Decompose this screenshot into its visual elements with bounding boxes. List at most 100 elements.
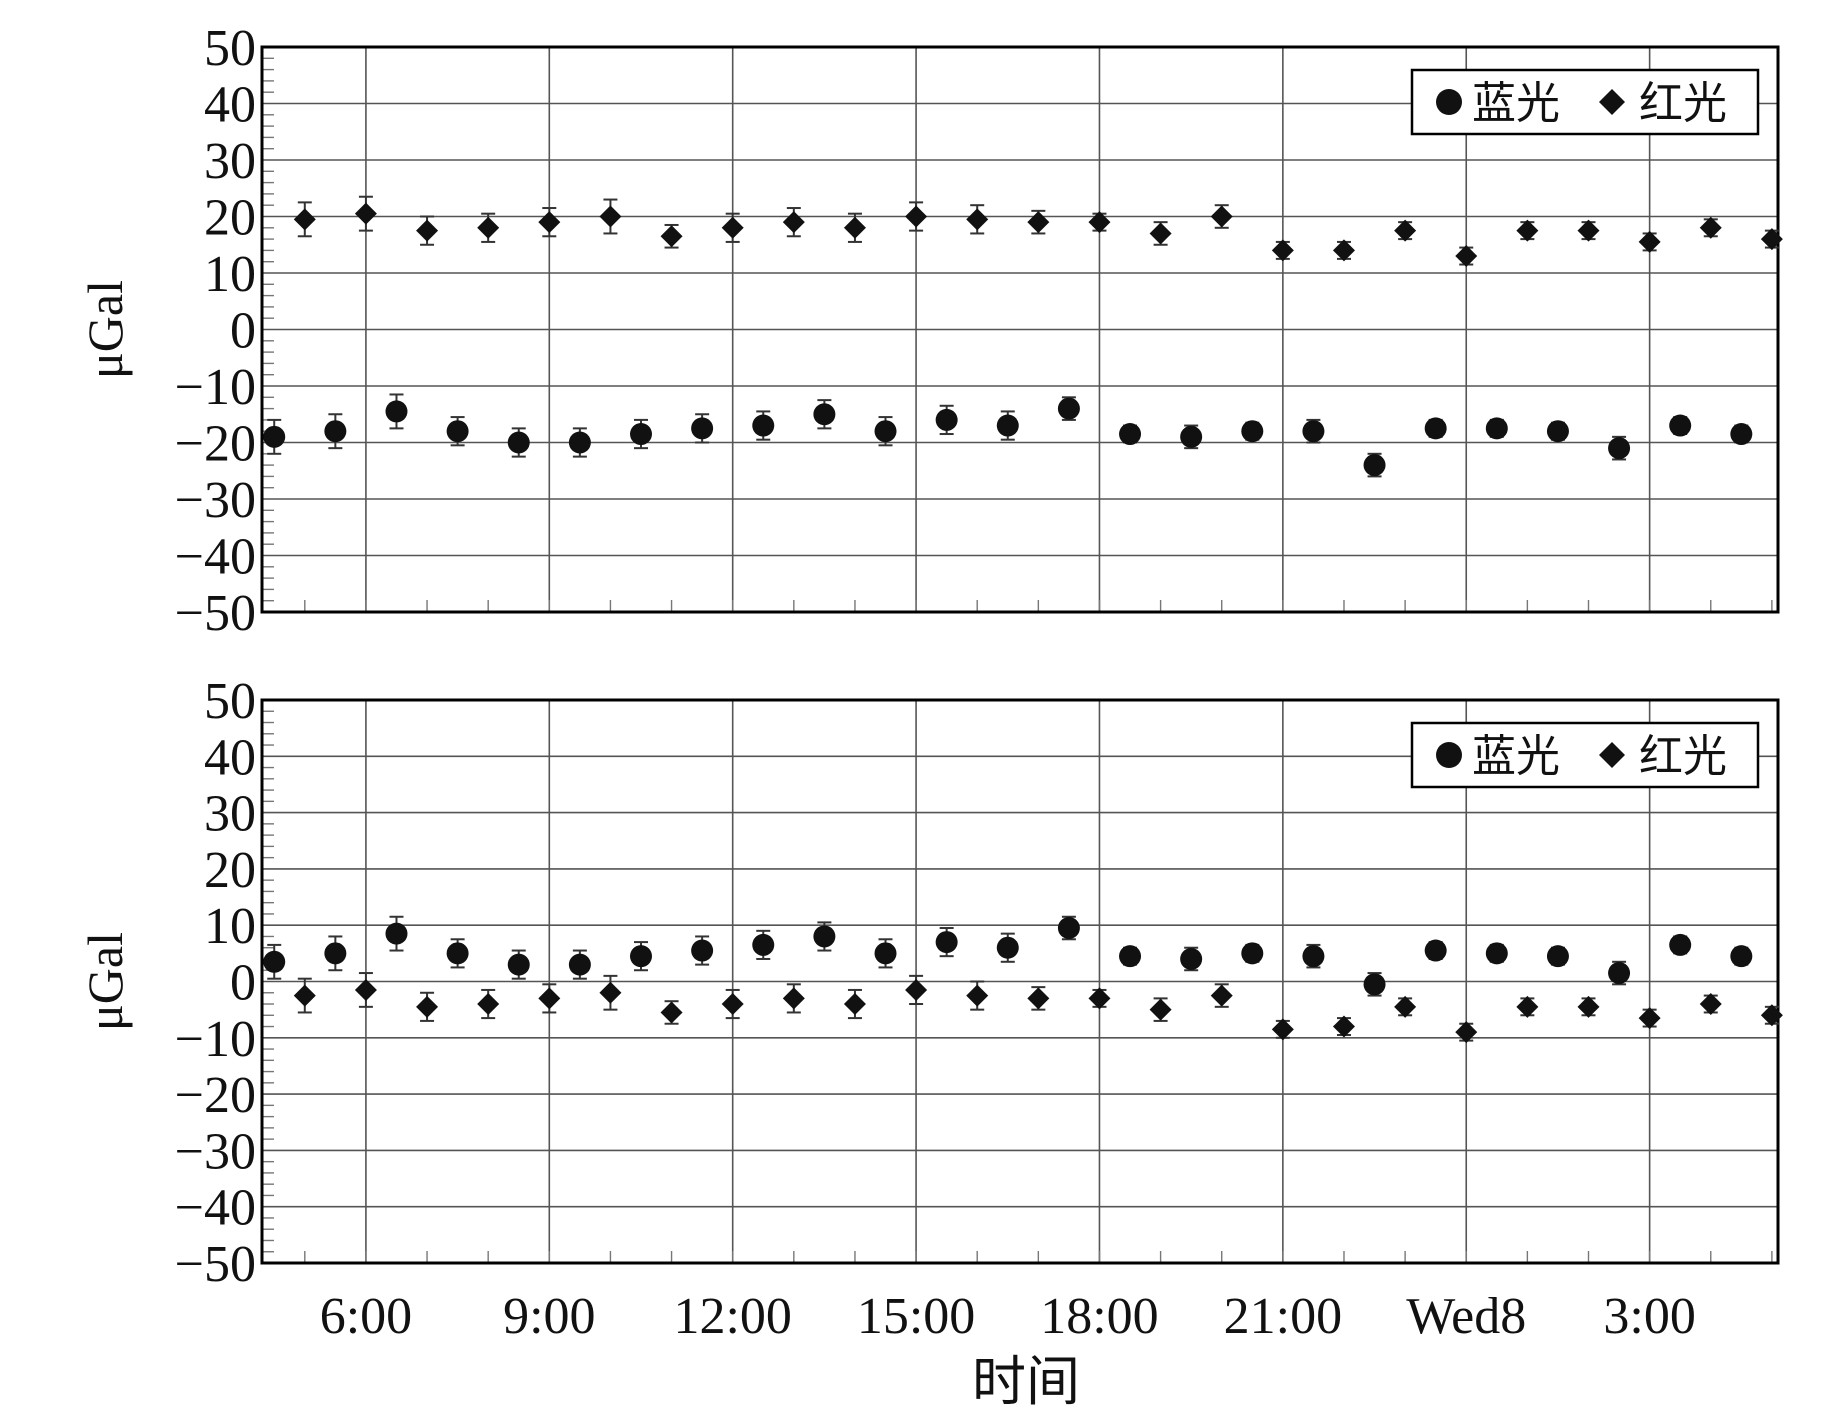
y-axis-label: μGal: [77, 280, 133, 379]
x-tick-label: 21:00: [1224, 1288, 1342, 1345]
point-蓝光: [1119, 423, 1142, 446]
point-蓝光: [1180, 425, 1203, 448]
point-红光: [1027, 211, 1050, 234]
y-tick-label: 0: [230, 955, 256, 1012]
point-蓝光: [1057, 397, 1080, 420]
point-蓝光: [1241, 942, 1264, 965]
legend-label: 红光: [1639, 732, 1727, 781]
x-tick-label: 12:00: [673, 1288, 791, 1345]
x-tick-label: 3:00: [1603, 1288, 1695, 1345]
point-蓝光: [1180, 947, 1203, 970]
point-红光: [721, 216, 744, 239]
point-蓝光: [1730, 423, 1753, 446]
x-axis-label: 时间: [972, 1352, 1080, 1412]
y-tick-label: −50: [175, 585, 256, 642]
point-蓝光: [446, 942, 469, 965]
point-红光: [905, 978, 928, 1001]
point-蓝光: [324, 942, 347, 965]
point-红光: [1516, 219, 1539, 242]
point-红光: [538, 987, 561, 1010]
x-tick-label: 6:00: [320, 1288, 412, 1345]
point-红光: [1760, 228, 1783, 251]
point-红光: [1699, 216, 1722, 239]
y-axis-label: μGal: [77, 932, 133, 1031]
point-红光: [599, 205, 622, 228]
point-红光: [1394, 219, 1417, 242]
y-tick-label: 20: [204, 190, 256, 247]
point-蓝光: [996, 936, 1019, 959]
point-蓝光: [1669, 933, 1692, 956]
point-红光: [660, 1001, 683, 1024]
y-tick-label: −10: [175, 359, 256, 416]
point-蓝光: [1302, 420, 1325, 443]
point-红光: [1271, 239, 1294, 262]
point-蓝光: [935, 931, 958, 954]
point-红光: [1210, 205, 1233, 228]
legend-marker-circle: [1436, 742, 1462, 768]
point-蓝光: [263, 950, 286, 973]
y-tick-label: 10: [204, 898, 256, 955]
point-蓝光: [752, 933, 775, 956]
point-蓝光: [1424, 939, 1447, 962]
y-tick-label: −20: [175, 1067, 256, 1124]
y-tick-label: 50: [204, 673, 256, 730]
point-红光: [1271, 1018, 1294, 1041]
point-红光: [293, 984, 316, 1007]
point-红光: [1332, 1015, 1355, 1038]
y-tick-label: −40: [175, 529, 256, 586]
point-蓝光: [996, 414, 1019, 437]
point-蓝光: [507, 431, 530, 454]
point-红光: [1516, 995, 1539, 1018]
point-蓝光: [1363, 454, 1386, 477]
y-tick-label: 30: [204, 786, 256, 843]
point-蓝光: [507, 953, 530, 976]
point-红光: [1332, 239, 1355, 262]
point-红光: [1149, 222, 1172, 245]
point-蓝光: [813, 403, 836, 426]
point-红光: [660, 225, 683, 248]
point-红光: [1455, 1021, 1478, 1044]
point-蓝光: [1485, 942, 1508, 965]
point-蓝光: [1424, 417, 1447, 440]
point-蓝光: [1302, 945, 1325, 968]
point-红光: [599, 981, 622, 1004]
point-蓝光: [874, 420, 897, 443]
point-红光: [1760, 1004, 1783, 1027]
point-红光: [477, 216, 500, 239]
y-tick-label: 40: [204, 729, 256, 786]
point-蓝光: [1057, 917, 1080, 940]
y-tick-label: 30: [204, 133, 256, 190]
point-红光: [1088, 987, 1111, 1010]
point-蓝光: [1669, 414, 1692, 437]
point-红光: [1638, 230, 1661, 253]
point-蓝光: [1363, 973, 1386, 996]
point-红光: [1577, 219, 1600, 242]
x-tick-label: 18:00: [1040, 1288, 1158, 1345]
legend-marker-diamond: [1599, 89, 1625, 115]
point-红光: [416, 219, 439, 242]
y-tick-label: −30: [175, 472, 256, 529]
point-蓝光: [385, 922, 408, 945]
point-蓝光: [1119, 945, 1142, 968]
legend-label: 红光: [1639, 79, 1727, 128]
legend-marker-circle: [1436, 89, 1462, 115]
point-蓝光: [752, 414, 775, 437]
point-蓝光: [1546, 945, 1569, 968]
legend-label: 蓝光: [1472, 732, 1560, 781]
point-蓝光: [874, 942, 897, 965]
point-红光: [1638, 1007, 1661, 1030]
point-红光: [843, 216, 866, 239]
y-tick-label: 20: [204, 842, 256, 899]
point-蓝光: [1608, 962, 1631, 985]
point-蓝光: [568, 431, 591, 454]
legend-marker-diamond: [1599, 742, 1625, 768]
point-红光: [1577, 995, 1600, 1018]
y-tick-label: 40: [204, 77, 256, 134]
point-蓝光: [385, 400, 408, 423]
point-蓝光: [324, 420, 347, 443]
point-红光: [1455, 245, 1478, 268]
point-红光: [1210, 984, 1233, 1007]
